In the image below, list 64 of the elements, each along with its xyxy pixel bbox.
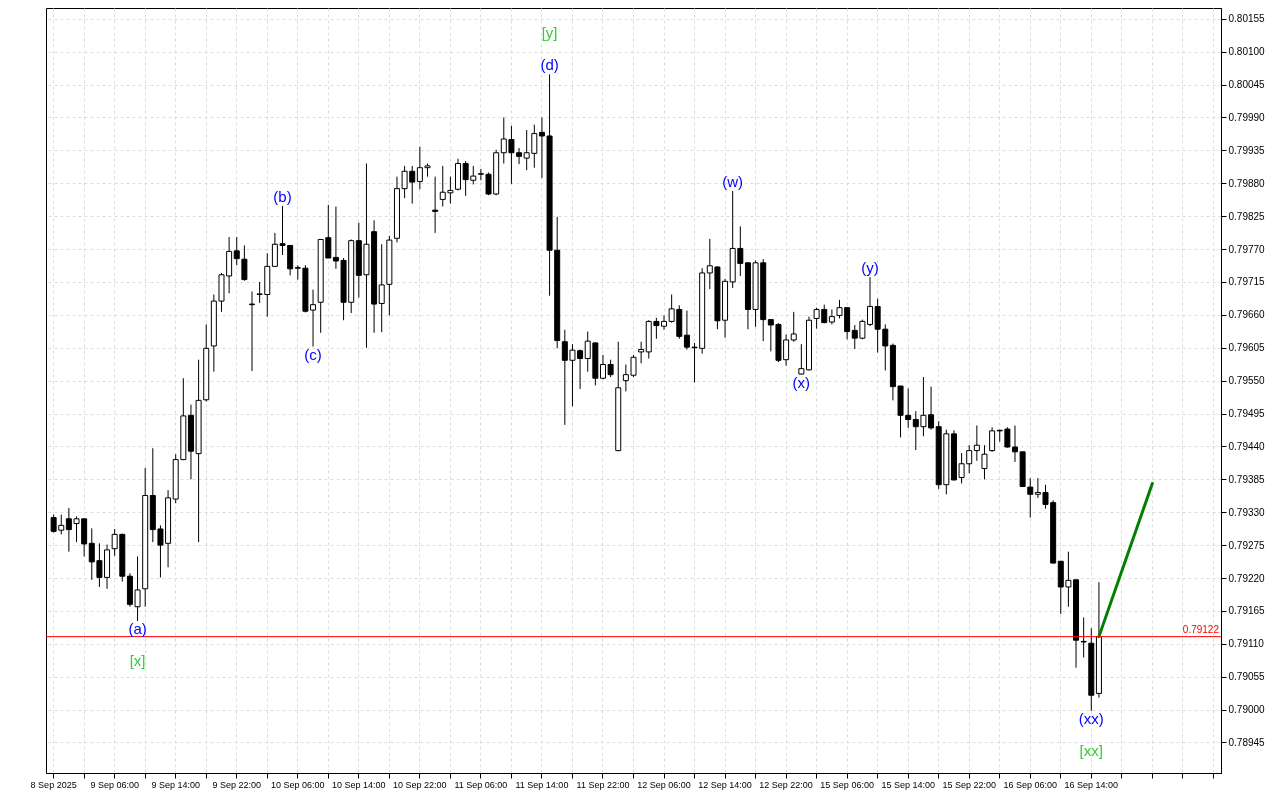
x-tick-label: 16 Sep 14:00 <box>1064 779 1119 790</box>
x-tick-label: 12 Sep 06:00 <box>637 779 691 790</box>
y-tick-label: 0.79330 <box>1228 506 1266 518</box>
x-tick-label: 10 Sep 22:00 <box>393 779 447 790</box>
annotation: (x) <box>792 373 811 391</box>
annotation: [xx] <box>1079 741 1103 759</box>
x-tick-label: 8 Sep 2025 <box>30 779 77 790</box>
annotation: [x] <box>129 652 146 670</box>
y-tick-label: 0.79055 <box>1228 671 1266 683</box>
y-tick-label: 0.80100 <box>1228 46 1266 58</box>
candlestick <box>241 244 248 282</box>
annotation: (xx) <box>1078 709 1104 727</box>
y-tick-label: 0.79000 <box>1228 704 1266 716</box>
y-tick-label: 0.79220 <box>1228 572 1266 584</box>
candlestick <box>432 176 439 234</box>
annotation: (y) <box>861 259 879 277</box>
y-tick-label: 0.79825 <box>1228 210 1266 222</box>
x-tick-label: 12 Sep 14:00 <box>698 779 752 790</box>
x-tick-label: 10 Sep 06:00 <box>271 779 325 790</box>
candlestick <box>638 341 645 364</box>
x-tick-label: 9 Sep 22:00 <box>212 779 262 790</box>
x-tick-label: 12 Sep 22:00 <box>759 779 813 790</box>
candlestick <box>828 308 835 325</box>
x-tick-label: 11 Sep 06:00 <box>454 779 508 790</box>
annotation: [y] <box>541 24 558 42</box>
annotation: (a) <box>128 620 147 638</box>
x-tick-label: 9 Sep 14:00 <box>151 779 200 790</box>
candlestick <box>973 424 980 462</box>
annotation: (w) <box>722 173 744 191</box>
annotation: (c) <box>304 345 322 363</box>
x-tick-label: 15 Sep 22:00 <box>942 779 996 790</box>
y-tick-label: 0.79440 <box>1228 440 1266 452</box>
y-tick-label: 0.79935 <box>1228 144 1266 156</box>
candlestick <box>249 291 256 372</box>
y-tick-label: 0.80045 <box>1228 79 1266 91</box>
y-tick-label: 0.79110 <box>1228 638 1265 650</box>
y-tick-label: 0.79165 <box>1228 605 1266 617</box>
x-tick-label: 11 Sep 14:00 <box>515 779 569 790</box>
candlestick <box>233 236 240 266</box>
y-tick-label: 0.79385 <box>1228 473 1266 485</box>
y-tick-label: 0.79550 <box>1228 375 1266 387</box>
x-tick-label: 15 Sep 14:00 <box>881 779 935 790</box>
y-tick-label: 0.79495 <box>1228 408 1266 420</box>
y-tick-label: 0.79715 <box>1228 276 1266 288</box>
annotation: (b) <box>273 187 292 205</box>
y-tick-label: 0.79660 <box>1228 309 1266 321</box>
ref-line-label: 0.79122 <box>1182 623 1220 635</box>
x-tick-label: 11 Sep 22:00 <box>576 779 630 790</box>
y-tick-label: 0.79880 <box>1228 177 1266 189</box>
candlestick <box>981 444 988 480</box>
annotation: (d) <box>540 56 559 74</box>
x-tick-label: 9 Sep 06:00 <box>90 779 139 790</box>
candlestick <box>989 426 996 453</box>
y-tick-label: 0.80155 <box>1228 13 1266 25</box>
y-tick-label: 0.79275 <box>1228 539 1266 551</box>
candlestick <box>1080 616 1087 659</box>
candlestick <box>790 311 797 343</box>
y-tick-label: 0.79990 <box>1228 111 1266 123</box>
y-tick-label: 0.79605 <box>1228 342 1266 354</box>
x-tick-label: 10 Sep 14:00 <box>332 779 386 790</box>
x-tick-label: 16 Sep 06:00 <box>1003 779 1058 790</box>
y-tick-label: 0.79770 <box>1228 243 1266 255</box>
x-tick-label: 15 Sep 06:00 <box>820 779 874 790</box>
y-tick-label: 0.78945 <box>1228 737 1266 748</box>
